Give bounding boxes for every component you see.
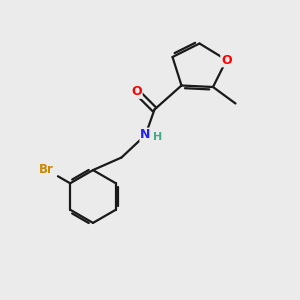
Text: O: O xyxy=(131,85,142,98)
Text: O: O xyxy=(221,53,232,67)
Text: N: N xyxy=(140,128,151,142)
Text: H: H xyxy=(154,132,163,142)
Text: Br: Br xyxy=(38,163,53,176)
